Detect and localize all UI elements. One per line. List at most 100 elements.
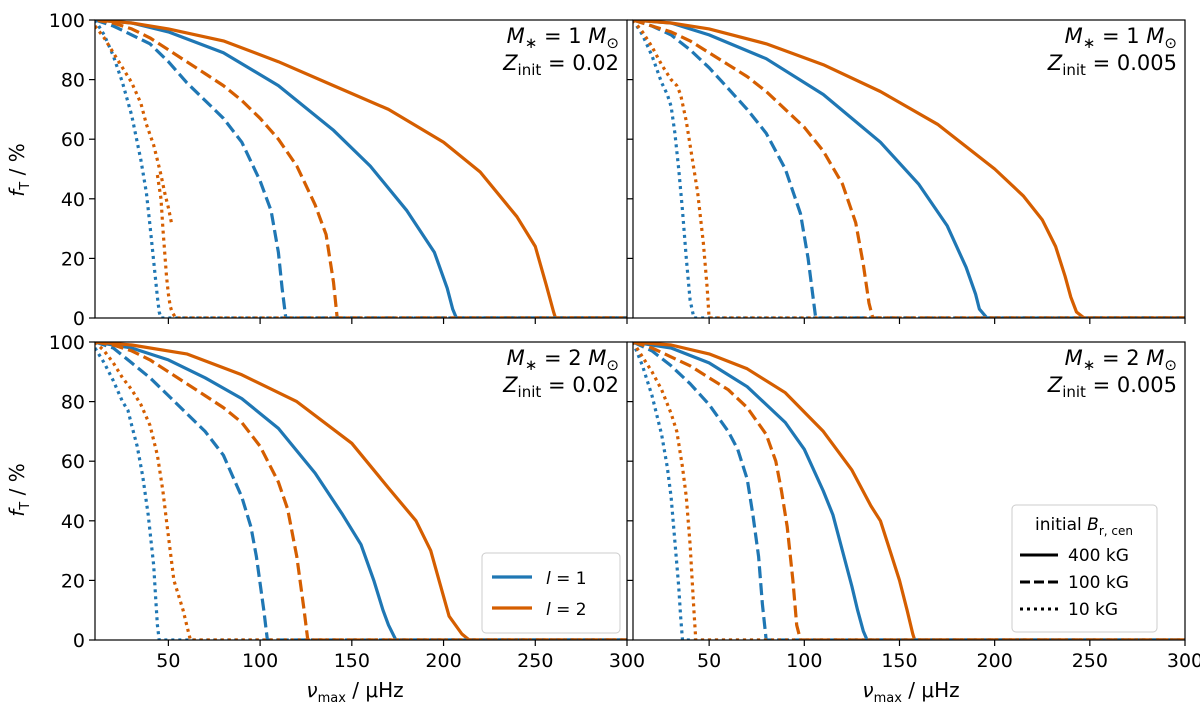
z-sub: init: [518, 61, 542, 79]
legend-degree: l = 1 l = 2: [481, 552, 621, 634]
legend-degree-box: [481, 552, 621, 634]
legend-field-title: initial Br, cen: [1035, 515, 1133, 538]
panel-annotation: M∗ = 1 M⊙Zinit = 0.005: [1047, 24, 1177, 79]
y-tick-label: 60: [61, 451, 85, 473]
x-tick-label: 250: [517, 650, 553, 672]
mass-unit-sub: ⊙: [606, 356, 619, 374]
panel-frame: [94, 19, 628, 319]
y-tick-label: 0: [73, 630, 85, 652]
y-tick-label: 0: [73, 308, 85, 330]
legend-field-label-400: 400 kG: [1068, 546, 1129, 566]
mass-unit-sub: ⊙: [606, 34, 619, 52]
x-axis-label-right: νmax / μHz: [862, 678, 959, 706]
mass-annotation: M∗ = 1 M⊙: [507, 24, 619, 52]
series-line-l2-dashed: [633, 20, 1185, 318]
panel-frame: [94, 341, 628, 641]
y-label-sub: T: [18, 502, 33, 511]
mass-annotation: M∗ = 1 M⊙: [1065, 24, 1177, 52]
legend-field-box: [1011, 504, 1158, 633]
panel-frame: [632, 19, 1186, 319]
legend-degree-label-l2: l = 2: [546, 600, 587, 620]
x-label-unit: / μHz: [902, 678, 960, 702]
panel-series: [633, 20, 1185, 318]
mass-sub: ∗: [525, 356, 538, 374]
metallicity-annotation: Zinit = 0.005: [1047, 51, 1177, 79]
panel-series: [95, 20, 627, 318]
z-symbol: Z: [1047, 51, 1063, 75]
mass-value: = 2: [537, 346, 588, 370]
mass-value: = 1: [1095, 24, 1146, 48]
series-line-l1-dashed: [633, 20, 1185, 318]
x-tick-label: 150: [881, 650, 917, 672]
series-line-l1-dashed: [633, 342, 1185, 640]
mass-annotation: M∗ = 2 M⊙: [1065, 346, 1177, 374]
x-tick-label: 200: [425, 650, 461, 672]
series-line-l2-dotted: [633, 20, 1185, 318]
legend-l-value: = 1: [551, 569, 587, 589]
y-tick-label: 40: [61, 189, 85, 211]
mass-unit: M: [588, 24, 606, 48]
x-label-sub: max: [874, 691, 903, 706]
panel-frame: [632, 341, 1186, 641]
y-tick-label: 20: [61, 570, 85, 592]
mass-unit-sub: ⊙: [1164, 356, 1177, 374]
mass-unit-sub: ⊙: [1164, 34, 1177, 52]
y-tick-label: 40: [61, 511, 85, 533]
panel-series: [95, 342, 627, 640]
z-symbol: Z: [502, 373, 518, 397]
z-value: = 0.02: [541, 51, 619, 75]
legend-field-title-prefix: initial: [1035, 515, 1087, 535]
legend-field-title-B: B: [1087, 515, 1099, 535]
panel-annotation: M∗ = 2 M⊙Zinit = 0.02: [502, 346, 619, 401]
x-label-main: ν: [862, 678, 873, 702]
series-line-l1-dotted: [95, 347, 627, 640]
panel-series: [633, 342, 1185, 640]
legend-field-label-10: 10 kG: [1068, 600, 1118, 620]
z-value: = 0.005: [1086, 51, 1177, 75]
series-line-l1-dotted: [633, 20, 1185, 318]
series-line-l1-dotted: [95, 20, 627, 318]
panel-annotation: M∗ = 1 M⊙Zinit = 0.02: [502, 24, 619, 79]
y-tick-label: 60: [61, 129, 85, 151]
y-axis-label-bottom: fT / %: [5, 463, 33, 516]
mass-sub: ∗: [525, 34, 538, 52]
x-axis-label-left: νmax / μHz: [306, 678, 403, 706]
x-label-sub: max: [318, 691, 347, 706]
z-sub: init: [518, 383, 542, 401]
z-sub: init: [1062, 61, 1086, 79]
series-line-l1-dashed: [95, 20, 627, 318]
legend-field: initial Br, cen 400 kG 100 kG 10 kG: [1011, 504, 1158, 633]
series-line-l1-solid: [633, 342, 1185, 640]
series-line-l1-solid: [95, 20, 627, 318]
y-label-main: f: [5, 507, 29, 517]
y-axis-labels: fT / % fT / %: [5, 143, 33, 516]
mass-symbol: M: [1065, 24, 1083, 48]
y-tick-label: 80: [61, 70, 85, 92]
metallicity-annotation: Zinit = 0.02: [502, 373, 619, 401]
mass-value: = 1: [537, 24, 588, 48]
mass-symbol: M: [507, 24, 525, 48]
mass-symbol: M: [507, 346, 525, 370]
x-label-main: ν: [306, 678, 317, 702]
series-line-l1-dotted: [633, 342, 1185, 640]
mass-unit: M: [588, 346, 606, 370]
metallicity-annotation: Zinit = 0.02: [502, 51, 619, 79]
x-tick-label: 300: [1167, 650, 1200, 672]
z-symbol: Z: [502, 51, 518, 75]
z-sub: init: [1062, 383, 1086, 401]
x-tick-label: 50: [156, 650, 180, 672]
y-tick-label: 100: [49, 10, 85, 32]
x-tick-label: 300: [609, 650, 645, 672]
x-axis-labels: νmax / μHz νmax / μHz: [306, 678, 959, 706]
series-line-l1-dashed: [95, 342, 627, 640]
series-line-l2-dashed: [633, 342, 1185, 640]
x-tick-label: 250: [1072, 650, 1108, 672]
y-label-main: f: [5, 187, 29, 197]
legend-field-label-100: 100 kG: [1068, 573, 1129, 593]
legend-field-title-sub: r, cen: [1099, 524, 1133, 538]
legend-degree-label-l1: l = 1: [546, 569, 587, 589]
series-line-l2-solid: [633, 342, 1185, 640]
